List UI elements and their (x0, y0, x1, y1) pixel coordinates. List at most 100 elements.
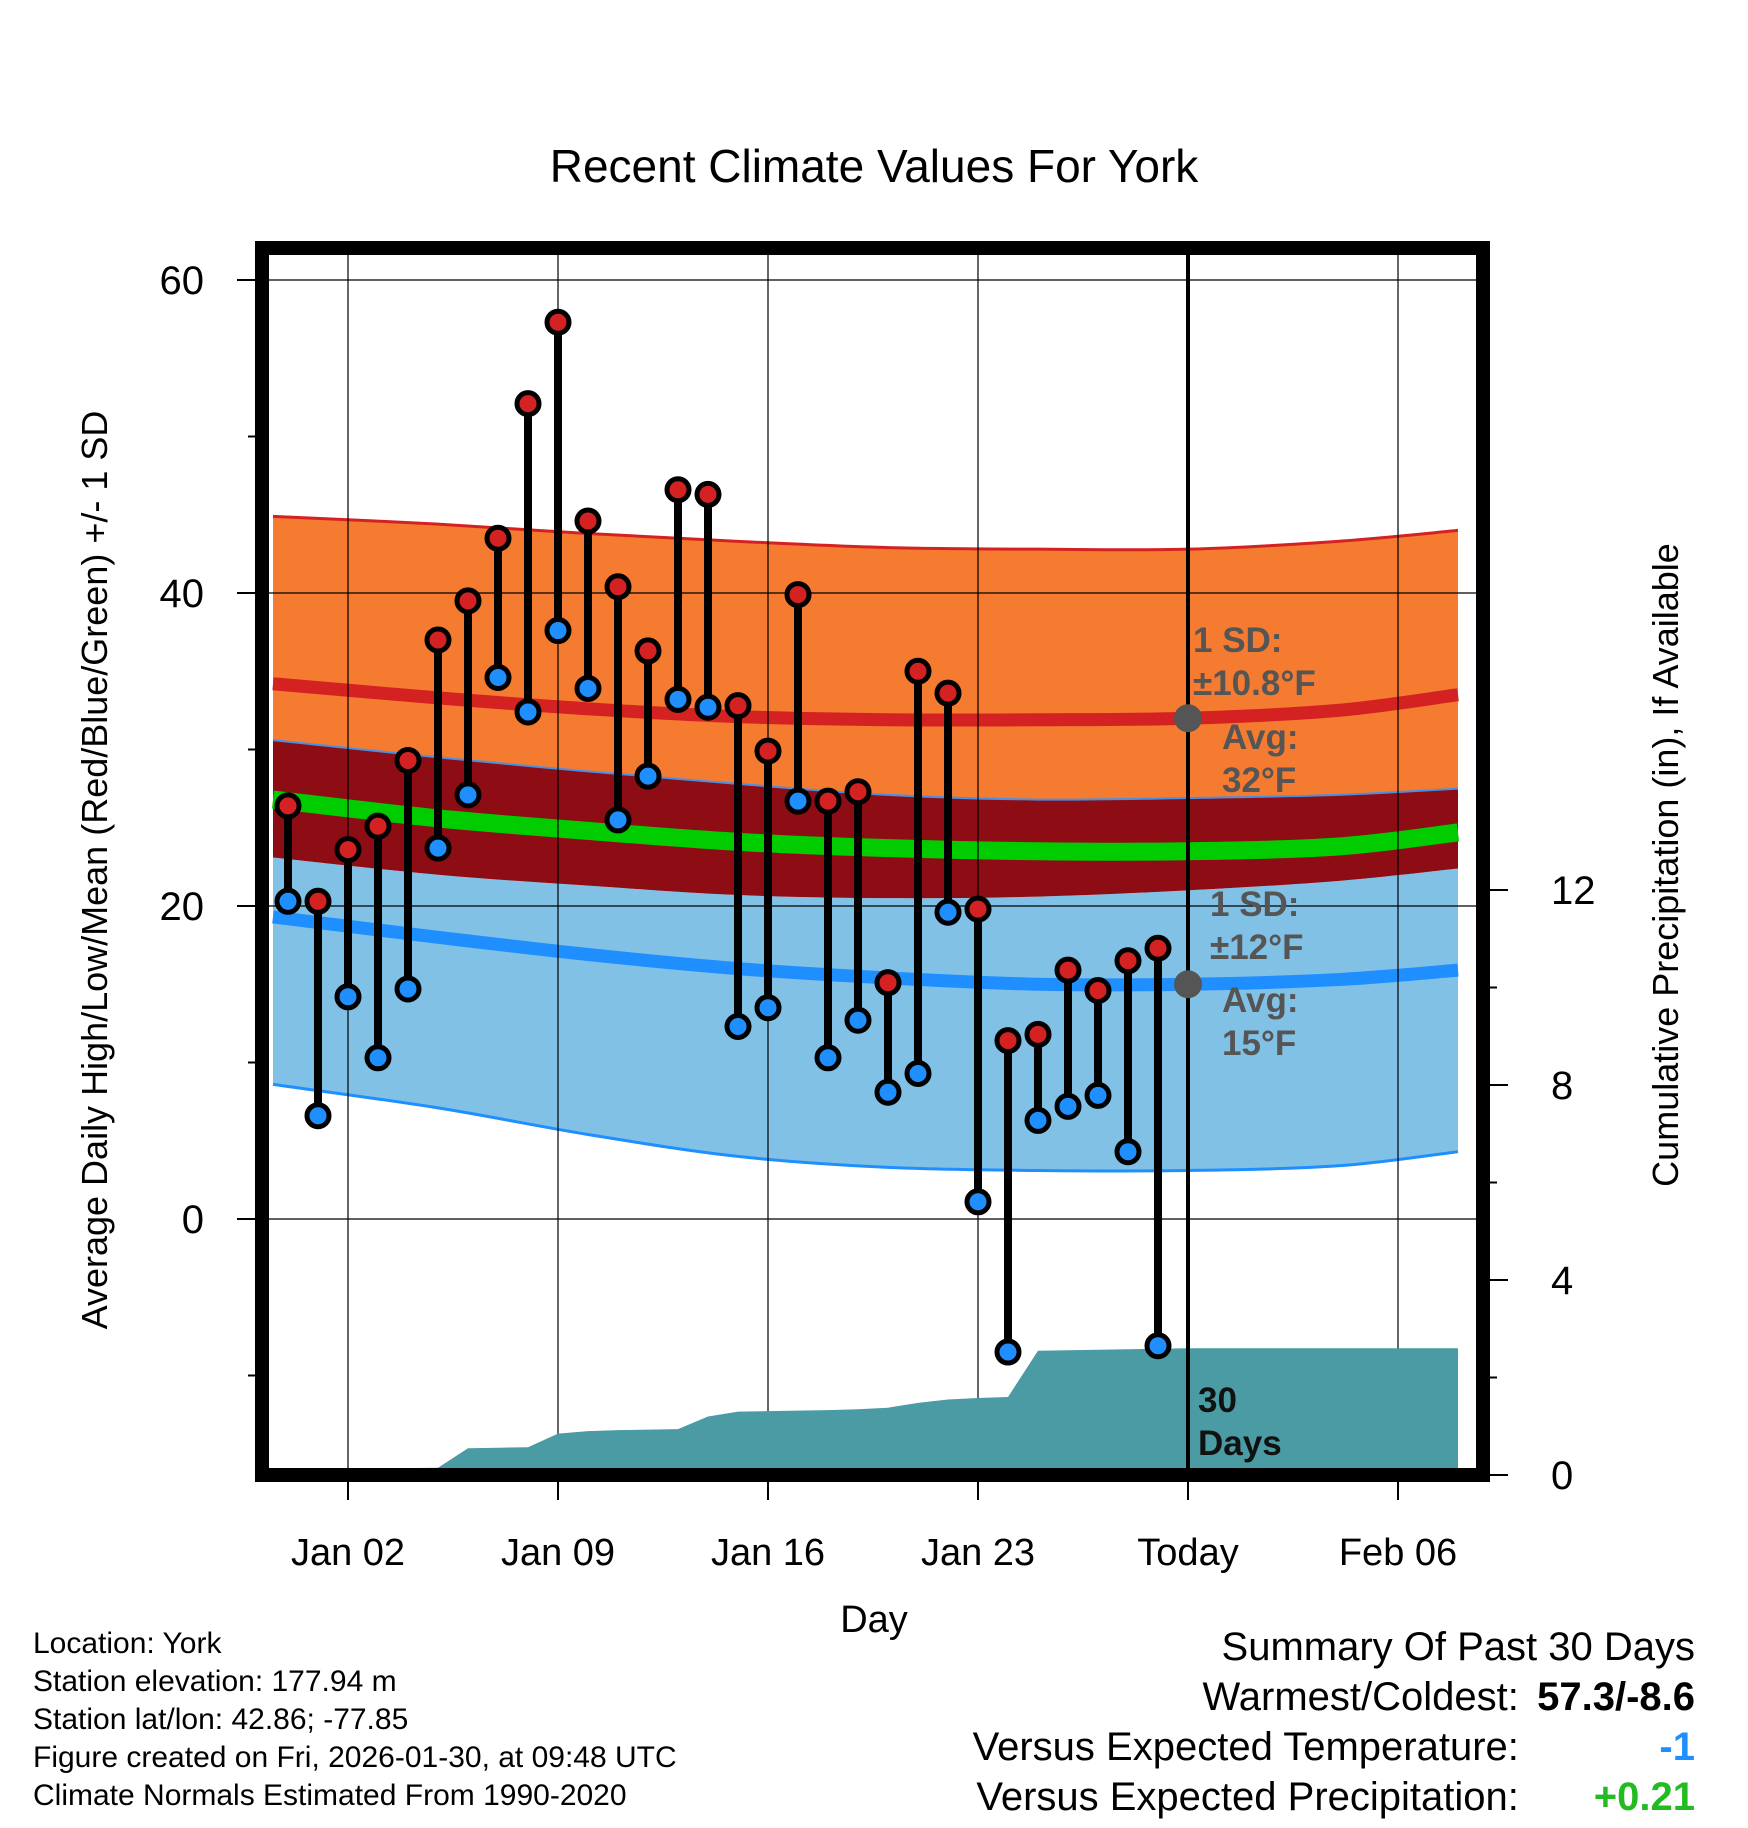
precip-row: Versus Expected Precipitation: +0.21 (973, 1772, 1695, 1822)
low-marker (994, 1338, 1022, 1366)
low-marker (1114, 1138, 1142, 1166)
low-marker (844, 1006, 872, 1034)
low-marker (394, 975, 422, 1003)
location-text: Location: York (33, 1627, 222, 1660)
daily-range-stems (284, 322, 1162, 1353)
low-marker (514, 698, 542, 726)
high-marker (304, 887, 332, 915)
y2-tick-label: 4 (1551, 1259, 1573, 1303)
high-marker (964, 895, 992, 923)
high-marker (574, 507, 602, 535)
low-marker (904, 1059, 932, 1087)
high-sd-label: 1 SD: (1193, 621, 1282, 660)
low-marker (934, 898, 962, 926)
high-marker (604, 573, 632, 601)
high-marker (274, 792, 302, 820)
high-marker (1024, 1020, 1052, 1048)
low-marker (694, 693, 722, 721)
high-marker (364, 812, 392, 840)
low-sd-label: 1 SD: (1210, 885, 1299, 924)
low-marker (784, 787, 812, 815)
low-marker (274, 887, 302, 915)
low-marker (754, 994, 782, 1022)
high-marker (484, 524, 512, 552)
warmest-label: Warmest/Coldest: (1202, 1675, 1519, 1719)
high-marker (1114, 947, 1142, 975)
normals-text: Climate Normals Estimated From 1990-2020 (33, 1779, 627, 1812)
x-tick-label: Jan 23 (921, 1532, 1035, 1574)
high-marker (454, 587, 482, 615)
y-tick-label: 20 (160, 885, 205, 929)
y-tick-label: 0 (182, 1198, 204, 1242)
y2-tick-label: 0 (1551, 1454, 1573, 1498)
low-marker (334, 983, 362, 1011)
high-marker (694, 480, 722, 508)
high-upper-edge (272, 514, 1459, 552)
y-axis-label: Average Daily High/Low/Mean (Red/Blue/Gr… (74, 411, 115, 1330)
high-marker (994, 1027, 1022, 1055)
low-sd-value: ±12°F (1210, 928, 1304, 967)
low-marker (874, 1078, 902, 1106)
warmest-row: Warmest/Coldest: 57.3/-8.6 (973, 1672, 1696, 1722)
window-label-number: 30 (1198, 1381, 1237, 1420)
precip-label: Versus Expected Precipitation: (976, 1775, 1519, 1819)
high-marker (544, 308, 572, 336)
low-marker (544, 617, 572, 645)
high-avg-value: 32°F (1222, 761, 1296, 800)
high-marker (514, 390, 542, 418)
low-marker (484, 664, 512, 692)
low-avg-label: Avg: (1222, 981, 1298, 1020)
low-marker (604, 806, 632, 834)
low-marker (664, 685, 692, 713)
low-marker (304, 1102, 332, 1130)
low-marker (1024, 1106, 1052, 1134)
temp-label: Versus Expected Temperature: (972, 1725, 1519, 1769)
low-marker (1054, 1092, 1082, 1120)
y2-tick-label: 8 (1551, 1064, 1573, 1108)
low-marker (964, 1188, 992, 1216)
y2-axis-label: Cumulative Precipitation (in), If Availa… (1645, 543, 1686, 1187)
high-marker (844, 778, 872, 806)
high-sd-value: ±10.8°F (1193, 664, 1316, 703)
temp-value: -1 (1659, 1725, 1695, 1769)
summary-title: Summary Of Past 30 Days (1221, 1625, 1695, 1669)
high-marker (904, 657, 932, 685)
low-marker (454, 781, 482, 809)
y2-tick-label: 12 (1551, 869, 1596, 913)
high-marker (1054, 956, 1082, 984)
x-tick-label: Jan 02 (291, 1532, 405, 1574)
low-marker (814, 1044, 842, 1072)
high-marker (784, 581, 812, 609)
high-marker (754, 737, 782, 765)
high-marker (934, 679, 962, 707)
precipitation-area (273, 1348, 1458, 1475)
elevation-text: Station elevation: 177.94 m (33, 1665, 397, 1698)
high-marker (814, 787, 842, 815)
precipitation-area-fill (273, 1348, 1458, 1475)
low-marker (574, 674, 602, 702)
x-axis-label: Day (840, 1599, 908, 1641)
low-marker (1144, 1332, 1172, 1360)
high-avg-dot (1174, 704, 1202, 733)
high-marker (874, 969, 902, 997)
x-tick-label: Jan 09 (501, 1532, 615, 1574)
axes: 0 20 40 60 0 4 8 12 Jan 02 Jan 09 Jan 16 Jan 23 Toda… (160, 259, 1596, 1574)
latlon-text: Station lat/lon: 42.86; -77.85 (33, 1703, 409, 1736)
chart-title: Recent Climate Values For York (550, 140, 1200, 192)
low-marker (724, 1013, 752, 1041)
today-line (1174, 248, 1202, 1475)
low-marker (424, 834, 452, 862)
temp-row: Versus Expected Temperature: -1 (973, 1722, 1695, 1772)
high-avg-label: Avg: (1222, 718, 1298, 757)
high-lower-edge (272, 739, 1459, 801)
summary-panel: Summary Of Past 30 Days Warmest/Coldest:… (973, 1622, 1695, 1822)
y-tick-label: 40 (160, 572, 205, 616)
high-marker (1144, 934, 1172, 962)
daily-markers (274, 308, 1172, 1366)
normal-bands (271, 514, 1460, 1173)
plot-border (255, 241, 1490, 1482)
band-annotations: 1 SD: ±10.8°F Avg: 32°F 1 SD: ±12°F Avg:… (1193, 621, 1316, 1463)
y-tick-label: 60 (160, 259, 205, 303)
high-marker (394, 746, 422, 774)
